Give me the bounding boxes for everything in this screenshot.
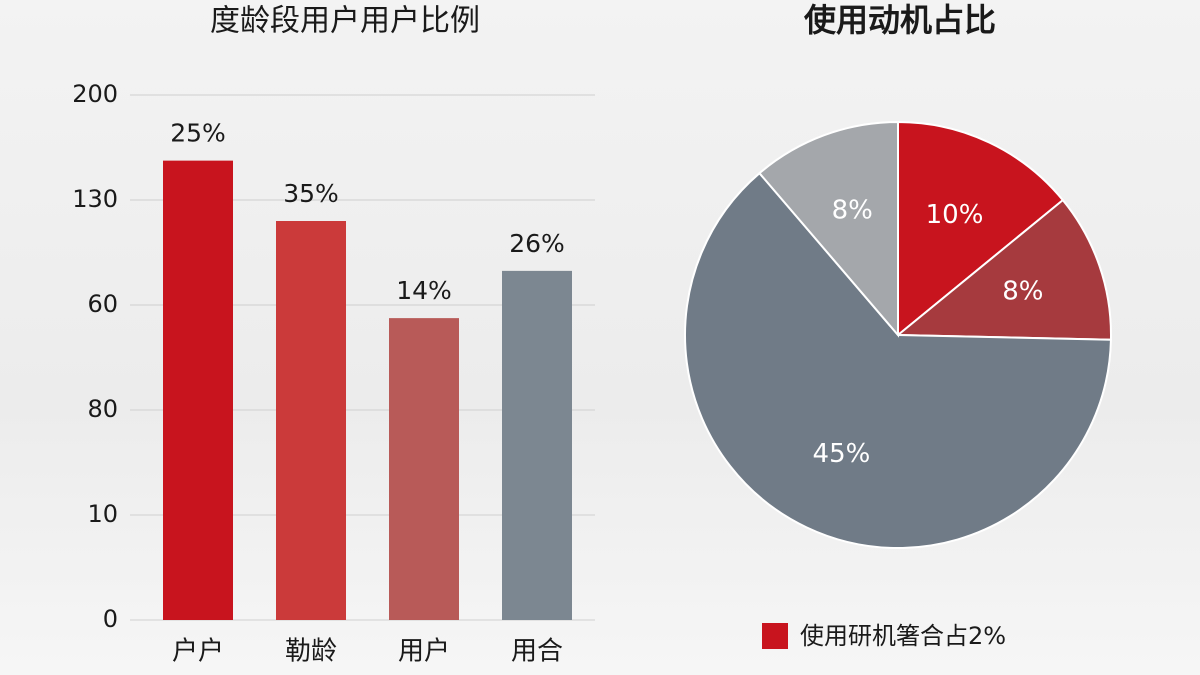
x-tick-label: 用合 — [511, 637, 563, 667]
x-tick-label: 用户 — [398, 637, 450, 667]
pie-slice — [895, 198, 1112, 341]
bar-annotation: 35% — [283, 179, 339, 208]
pie-slice — [758, 120, 899, 338]
bar — [163, 160, 233, 620]
y-tick-label: 0 — [103, 605, 118, 633]
bar-annotation: 14% — [396, 276, 452, 305]
bar — [502, 270, 572, 620]
bar-annotation: 26% — [509, 229, 565, 258]
x-tick-label: 户户 — [172, 637, 224, 667]
bar-annotation: 25% — [170, 119, 226, 148]
bar — [276, 221, 346, 620]
pie-slice — [897, 120, 1065, 338]
y-tick-label: 200 — [72, 80, 118, 108]
slice-label: 8% — [832, 196, 873, 226]
slice-label: 45% — [813, 439, 871, 469]
slice-label: 8% — [1002, 276, 1043, 306]
bar-title: 度龄段用户用户比例 — [210, 4, 480, 39]
y-tick-label: 80 — [87, 395, 118, 423]
x-tick-label: 勒龄 — [285, 637, 337, 667]
legend-label: 使用研机箸合占2% — [800, 622, 1006, 650]
y-tick-label: 10 — [87, 500, 118, 528]
y-tick-label: 60 — [87, 290, 118, 318]
y-tick-label: 130 — [72, 185, 118, 213]
legend-swatch — [762, 623, 788, 649]
slice-label: 10% — [926, 200, 984, 230]
pie-slice — [684, 171, 1112, 549]
bar — [389, 318, 459, 620]
pie-title: 使用动机占比 — [803, 1, 996, 39]
